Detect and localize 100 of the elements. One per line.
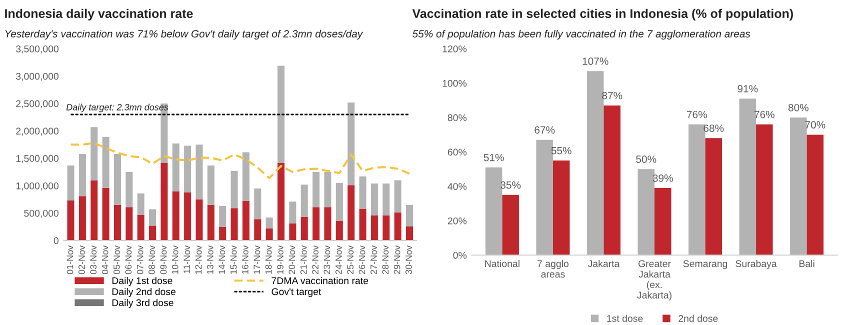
- bar: [78, 196, 86, 240]
- bar: [406, 226, 413, 240]
- x-tick-label: Greater Jakarta (ex. Jakarta): [637, 260, 672, 300]
- bar: [406, 204, 413, 226]
- data-label: 35%: [500, 181, 521, 189]
- bar: [242, 152, 250, 202]
- bar: [78, 154, 86, 196]
- bar: [102, 188, 110, 240]
- x-tick-label: 12-Nov: [195, 245, 202, 274]
- y-tick-label: 0%: [453, 252, 467, 259]
- bar: [278, 66, 285, 163]
- bar: [184, 146, 192, 192]
- x-tick-label: 30-Nov: [406, 245, 412, 274]
- bar: [90, 180, 98, 240]
- bar: [348, 102, 355, 186]
- data-label: 70%: [805, 121, 826, 129]
- bar: [370, 184, 378, 216]
- data-label: 91%: [738, 85, 758, 92]
- bar: [160, 162, 168, 240]
- bar: [382, 215, 390, 240]
- annotation: Daily target: 2.3mn doses: [66, 104, 168, 112]
- bar: [172, 144, 180, 192]
- x-tick-label: 24-Nov: [335, 245, 342, 274]
- data-label: 51%: [484, 154, 504, 162]
- bar: [266, 217, 273, 228]
- x-tick-label: 14-Nov: [218, 245, 226, 274]
- x-tick-label: Jakarta: [588, 260, 620, 268]
- y-tick-label: 3,500,000: [16, 45, 59, 54]
- x-tick-label: Bali: [799, 260, 814, 268]
- x-tick-label: 20-Nov: [288, 245, 296, 274]
- bar: [196, 199, 203, 240]
- data-label: 107%: [582, 58, 608, 65]
- bar: [196, 144, 203, 200]
- legend-label: Daily 2nd dose: [112, 288, 176, 298]
- bar: [137, 214, 144, 240]
- x-tick-label: 25-Nov: [347, 245, 354, 274]
- x-tick-label: 08-Nov: [148, 245, 155, 274]
- bar: [207, 204, 214, 240]
- x-tick-label: 15-Nov: [230, 245, 237, 274]
- bar: [289, 224, 296, 240]
- data-label: 76%: [754, 110, 774, 118]
- bar: [790, 118, 807, 256]
- legend-label: Daily 1st dose: [112, 276, 172, 286]
- bar: [604, 106, 620, 256]
- bar: [382, 184, 390, 216]
- bar: [114, 154, 121, 205]
- bar: [219, 226, 226, 240]
- bar: [806, 134, 824, 256]
- bar: [126, 207, 133, 240]
- bar: [739, 98, 756, 256]
- data-label: 50%: [636, 156, 656, 163]
- bar: [242, 201, 250, 240]
- bar: [126, 172, 133, 208]
- bar: [705, 138, 722, 256]
- bar: [756, 124, 773, 256]
- bar: [336, 220, 343, 240]
- bar: [552, 160, 570, 256]
- bar: [485, 167, 502, 256]
- y-tick-label: 20%: [448, 217, 467, 224]
- legend-label: Daily 3rd dose: [112, 299, 174, 308]
- bar: [312, 172, 320, 208]
- bar: [638, 169, 654, 256]
- y-tick-label: 100%: [442, 80, 467, 87]
- x-tick-label: 18-Nov: [265, 245, 272, 274]
- y-tick-label: 3,000,000: [16, 72, 59, 81]
- data-label: 55%: [551, 146, 572, 154]
- data-label: 67%: [534, 126, 555, 134]
- bar: [324, 207, 332, 240]
- bar: [654, 188, 672, 256]
- x-tick-label: 21-Nov: [300, 245, 307, 274]
- chart-title: Indonesia daily vaccination rate: [5, 8, 193, 20]
- bar: [586, 71, 604, 256]
- legend-label: 2nd dose: [678, 314, 718, 322]
- y-tick-label: 1,000,000: [16, 182, 59, 190]
- x-tick-label: 26-Nov: [358, 245, 366, 274]
- data-label: 39%: [652, 174, 673, 182]
- y-tick-label: 0: [54, 237, 59, 244]
- x-tick-label: 09-Nov: [160, 245, 167, 274]
- data-label: 87%: [602, 92, 622, 100]
- x-tick-label: 22-Nov: [312, 245, 318, 274]
- bar: [359, 176, 366, 209]
- x-tick-label: 01-Nov: [66, 245, 74, 274]
- x-tick-label: Semarang: [683, 260, 728, 270]
- y-tick-label: 40%: [448, 183, 467, 190]
- x-tick-label: National: [485, 260, 520, 268]
- legend-label: 7DMA vaccination rate: [272, 276, 368, 284]
- x-tick-label: 03-Nov: [90, 245, 97, 274]
- bar: [230, 208, 238, 240]
- x-tick-label: 23-Nov: [324, 245, 330, 274]
- y-tick-label: 60%: [448, 148, 467, 156]
- line-series: [70, 142, 411, 180]
- bar: [102, 136, 110, 188]
- bar: [536, 140, 553, 256]
- data-label: 76%: [687, 110, 707, 118]
- bar: [149, 209, 156, 226]
- bar: [300, 216, 308, 240]
- y-tick-label: 1,500,000: [16, 155, 59, 164]
- x-tick-label: 04-Nov: [102, 245, 108, 274]
- bar: [254, 188, 262, 220]
- chart-subtitle: 55% of population has been fully vaccinated in the 7 agglomeration areas: [412, 30, 750, 40]
